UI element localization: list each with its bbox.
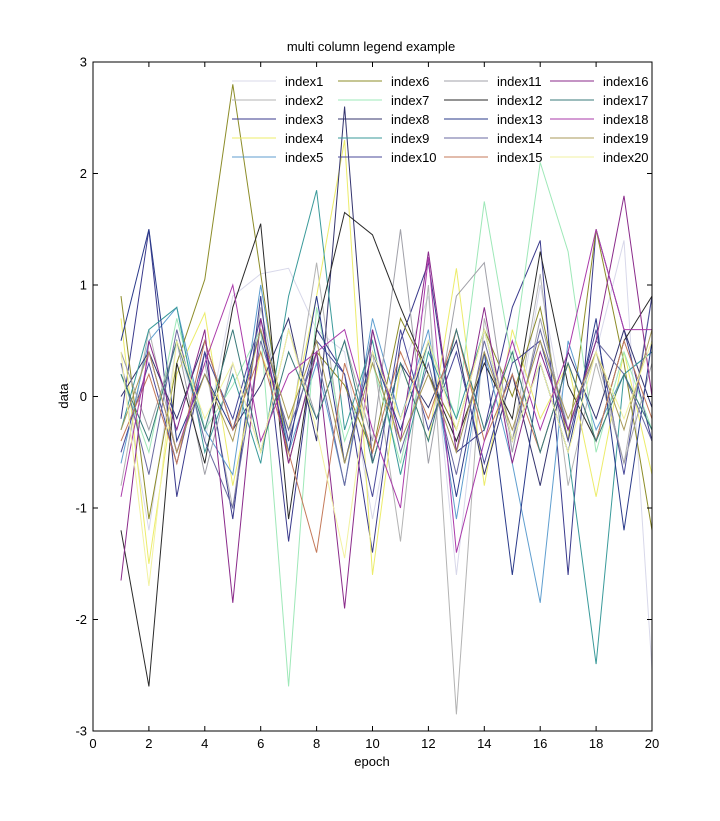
legend-label: index7: [391, 93, 429, 108]
x-tick-label: 10: [365, 736, 379, 751]
x-axis-label: epoch: [354, 754, 389, 769]
y-tick-label: -1: [75, 501, 87, 516]
legend-label: index4: [285, 131, 323, 146]
legend-label: index10: [391, 150, 437, 165]
x-tick-label: 16: [533, 736, 547, 751]
legend-label: index6: [391, 74, 429, 89]
legend-label: index1: [285, 74, 323, 89]
y-tick-label: 0: [80, 389, 87, 404]
chart-title: multi column legend example: [287, 39, 455, 54]
series-line-index19: [120, 327, 653, 464]
x-tick-label: 0: [89, 736, 96, 751]
legend-label: index17: [603, 93, 649, 108]
legend-label: index3: [285, 112, 323, 127]
legend-label: index20: [603, 150, 649, 165]
legend-label: index2: [285, 93, 323, 108]
series-group: [120, 84, 653, 715]
legend-label: index16: [603, 74, 649, 89]
legend-label: index18: [603, 112, 649, 127]
series-line-index11: [120, 229, 653, 475]
series-line-index20: [120, 327, 653, 587]
y-tick-label: -3: [75, 724, 87, 739]
legend-label: index19: [603, 131, 649, 146]
x-tick-label: 6: [257, 736, 264, 751]
legend-label: index5: [285, 150, 323, 165]
legend-label: index8: [391, 112, 429, 127]
y-tick-label: 3: [80, 55, 87, 70]
legend: index1 index2 index3 index4 index5 index6 inde…: [232, 74, 649, 165]
x-tick-label: 12: [421, 736, 435, 751]
series-line-index18: [120, 229, 652, 553]
y-tick-label: 1: [80, 278, 87, 293]
x-tick-label: 14: [477, 736, 491, 751]
x-tick-label: 8: [313, 736, 320, 751]
legend-label: index11: [497, 74, 542, 89]
series-line-index12: [120, 211, 653, 687]
y-axis-label: data: [56, 383, 71, 409]
legend-label: index12: [497, 93, 543, 108]
series-line-index14: [120, 327, 653, 510]
legend-label: index14: [497, 131, 543, 146]
x-tick-label: 18: [589, 736, 603, 751]
x-tick-label: 20: [645, 736, 659, 751]
legend-label: index15: [497, 150, 543, 165]
x-tick-label: 2: [145, 736, 152, 751]
series-line-index17: [120, 327, 653, 464]
y-tick-label: 2: [80, 166, 87, 181]
x-tick-label: 4: [201, 736, 208, 751]
y-axis-ticks: -3 -2 -1 0 1 2 3: [75, 55, 652, 739]
x-axis-ticks: 0 2 4 6 8 10 12 14 16 18 20: [89, 62, 659, 751]
legend-label: index13: [497, 112, 543, 127]
legend-label: index9: [391, 131, 429, 146]
y-tick-label: -2: [75, 612, 87, 627]
